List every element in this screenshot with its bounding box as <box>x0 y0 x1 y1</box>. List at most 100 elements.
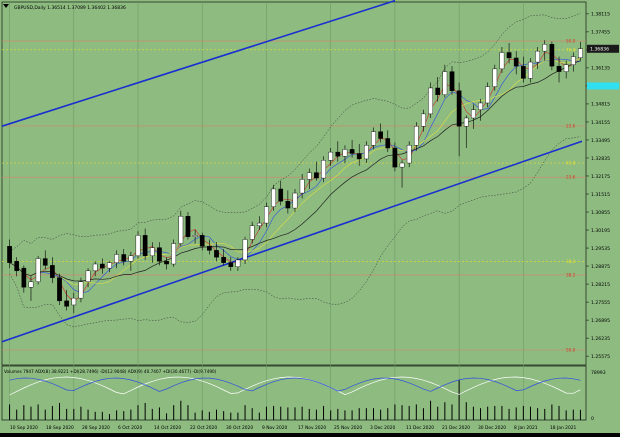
fib-label: 38.2 <box>566 272 576 277</box>
date-tick-label: 30 Dec 2020 <box>478 425 506 431</box>
candle-bear <box>42 258 48 266</box>
candle-bull <box>192 235 198 237</box>
candle-bull <box>85 270 91 282</box>
candle-bull <box>107 262 112 269</box>
candle-bull <box>364 145 369 160</box>
candle-bull <box>178 216 184 244</box>
price-tick-label: 1.38115 <box>591 12 610 18</box>
candle-bear <box>435 87 441 95</box>
candle-bull <box>149 247 155 257</box>
price-tick-label: 1.29535 <box>591 246 610 252</box>
upper-band <box>9 12 581 252</box>
candle-bull <box>342 149 348 157</box>
candle-bear <box>356 153 362 160</box>
candle-bear <box>7 246 12 263</box>
candle-bear <box>121 254 127 262</box>
symbol-header: GBPUSD,Daily 1.36514 1.37089 1.36402 1.3… <box>14 5 126 11</box>
date-tick-label: 25 Nov 2020 <box>334 425 362 431</box>
collapse-triangle-icon[interactable] <box>3 4 9 8</box>
trend-channel <box>1 0 583 343</box>
candle-bull <box>28 281 34 288</box>
candle-bull <box>528 61 533 79</box>
candle-bull <box>78 281 84 299</box>
candle-bull <box>478 102 483 111</box>
date-tick-label: 22 Oct 2020 <box>190 425 217 431</box>
candle-bear <box>392 147 398 168</box>
price-tick-label: 1.27555 <box>591 300 610 306</box>
candle-bull <box>371 131 376 146</box>
fib-label: 50.0 <box>566 347 576 352</box>
candle-bull <box>485 86 491 104</box>
date-tick-label: 6 Oct 2020 <box>118 425 143 431</box>
price-tick-label: 1.34155 <box>591 120 610 126</box>
candle-bull <box>256 222 262 227</box>
candle-bear <box>157 247 162 262</box>
candle-bear <box>199 235 205 247</box>
candle-bull <box>306 172 312 180</box>
candle-bear <box>521 65 526 79</box>
candle-bear <box>64 300 69 307</box>
lower-band <box>9 136 581 328</box>
price-tick-label: 1.28215 <box>591 282 610 288</box>
price-tick-label: 1.33495 <box>591 138 610 144</box>
price-tick-label: 1.28875 <box>591 264 610 270</box>
indicator-header: Volumes 7947 ADX(8) 38.9221 +DI(28.7496)… <box>4 369 217 374</box>
price-tick-label: 1.30855 <box>591 210 610 216</box>
candle-bear <box>513 57 519 67</box>
price-tick-label: 1.37455 <box>591 30 610 36</box>
candle-bear <box>349 149 355 154</box>
candle-bull <box>570 56 576 65</box>
candle-bull <box>413 125 419 146</box>
fib-label: 23.6 <box>566 123 576 128</box>
candle-bear <box>142 235 148 257</box>
candle-bull <box>264 206 269 224</box>
candle-bull <box>242 239 248 261</box>
date-tick-label: 3 Dec 2020 <box>370 425 395 431</box>
fib-label: 61.8 <box>566 161 576 166</box>
candle-bear <box>21 267 27 288</box>
candle-bull <box>542 44 548 52</box>
candle-bear <box>14 261 20 272</box>
candle-bull <box>492 68 498 87</box>
candle-bull <box>442 71 448 95</box>
price-tick-label: 1.26235 <box>591 336 610 342</box>
candle-bull <box>114 254 119 263</box>
fib-label: 76.4 <box>566 47 576 52</box>
candle-bear <box>185 216 191 237</box>
date-tick-label: 10 Sep 2020 <box>10 425 38 431</box>
indicator-pane-frame <box>1 365 587 421</box>
candle-bear <box>57 277 62 302</box>
candle-bear <box>285 201 291 209</box>
candle-bull <box>171 243 177 265</box>
bollinger-bands <box>9 12 581 328</box>
candle-bull <box>471 109 476 119</box>
indicator-pane: 78993 0 <box>9 370 606 422</box>
price-tick-label: 1.26895 <box>591 318 610 324</box>
candle-bull <box>71 297 77 306</box>
candle-bull <box>328 151 334 161</box>
candle-bull <box>428 87 433 115</box>
candle-bull <box>299 179 305 194</box>
candle-bull <box>235 259 241 267</box>
channel-upper-line <box>1 0 396 127</box>
candle-bull <box>499 52 505 70</box>
candle-bear <box>99 263 105 269</box>
price-tick-label: 1.32175 <box>591 174 610 180</box>
candle-bull <box>292 192 298 209</box>
candle-bear <box>506 52 512 59</box>
candle-bear <box>449 71 455 91</box>
current-price-label: 1.36836 <box>590 47 609 53</box>
price-tick-label: 1.36135 <box>591 66 610 72</box>
price-marker <box>587 82 619 90</box>
candle-bear <box>207 246 212 251</box>
date-tick-label: 14 Oct 2020 <box>154 425 181 431</box>
date-tick-label: 21 Dec 2020 <box>442 425 470 431</box>
price-tick-label: 1.30195 <box>591 228 610 234</box>
candle-bear <box>278 188 284 202</box>
candle-bear <box>221 256 226 263</box>
date-tick-label: 11 Dec 2020 <box>406 425 434 431</box>
candle-bear <box>214 250 219 258</box>
candle-bear <box>456 90 462 127</box>
candlesticks <box>7 40 583 314</box>
fibonacci-levels: 50.0 76.4 23.6 61.8 23.6 38.2 38.2 50.0 <box>2 39 586 352</box>
